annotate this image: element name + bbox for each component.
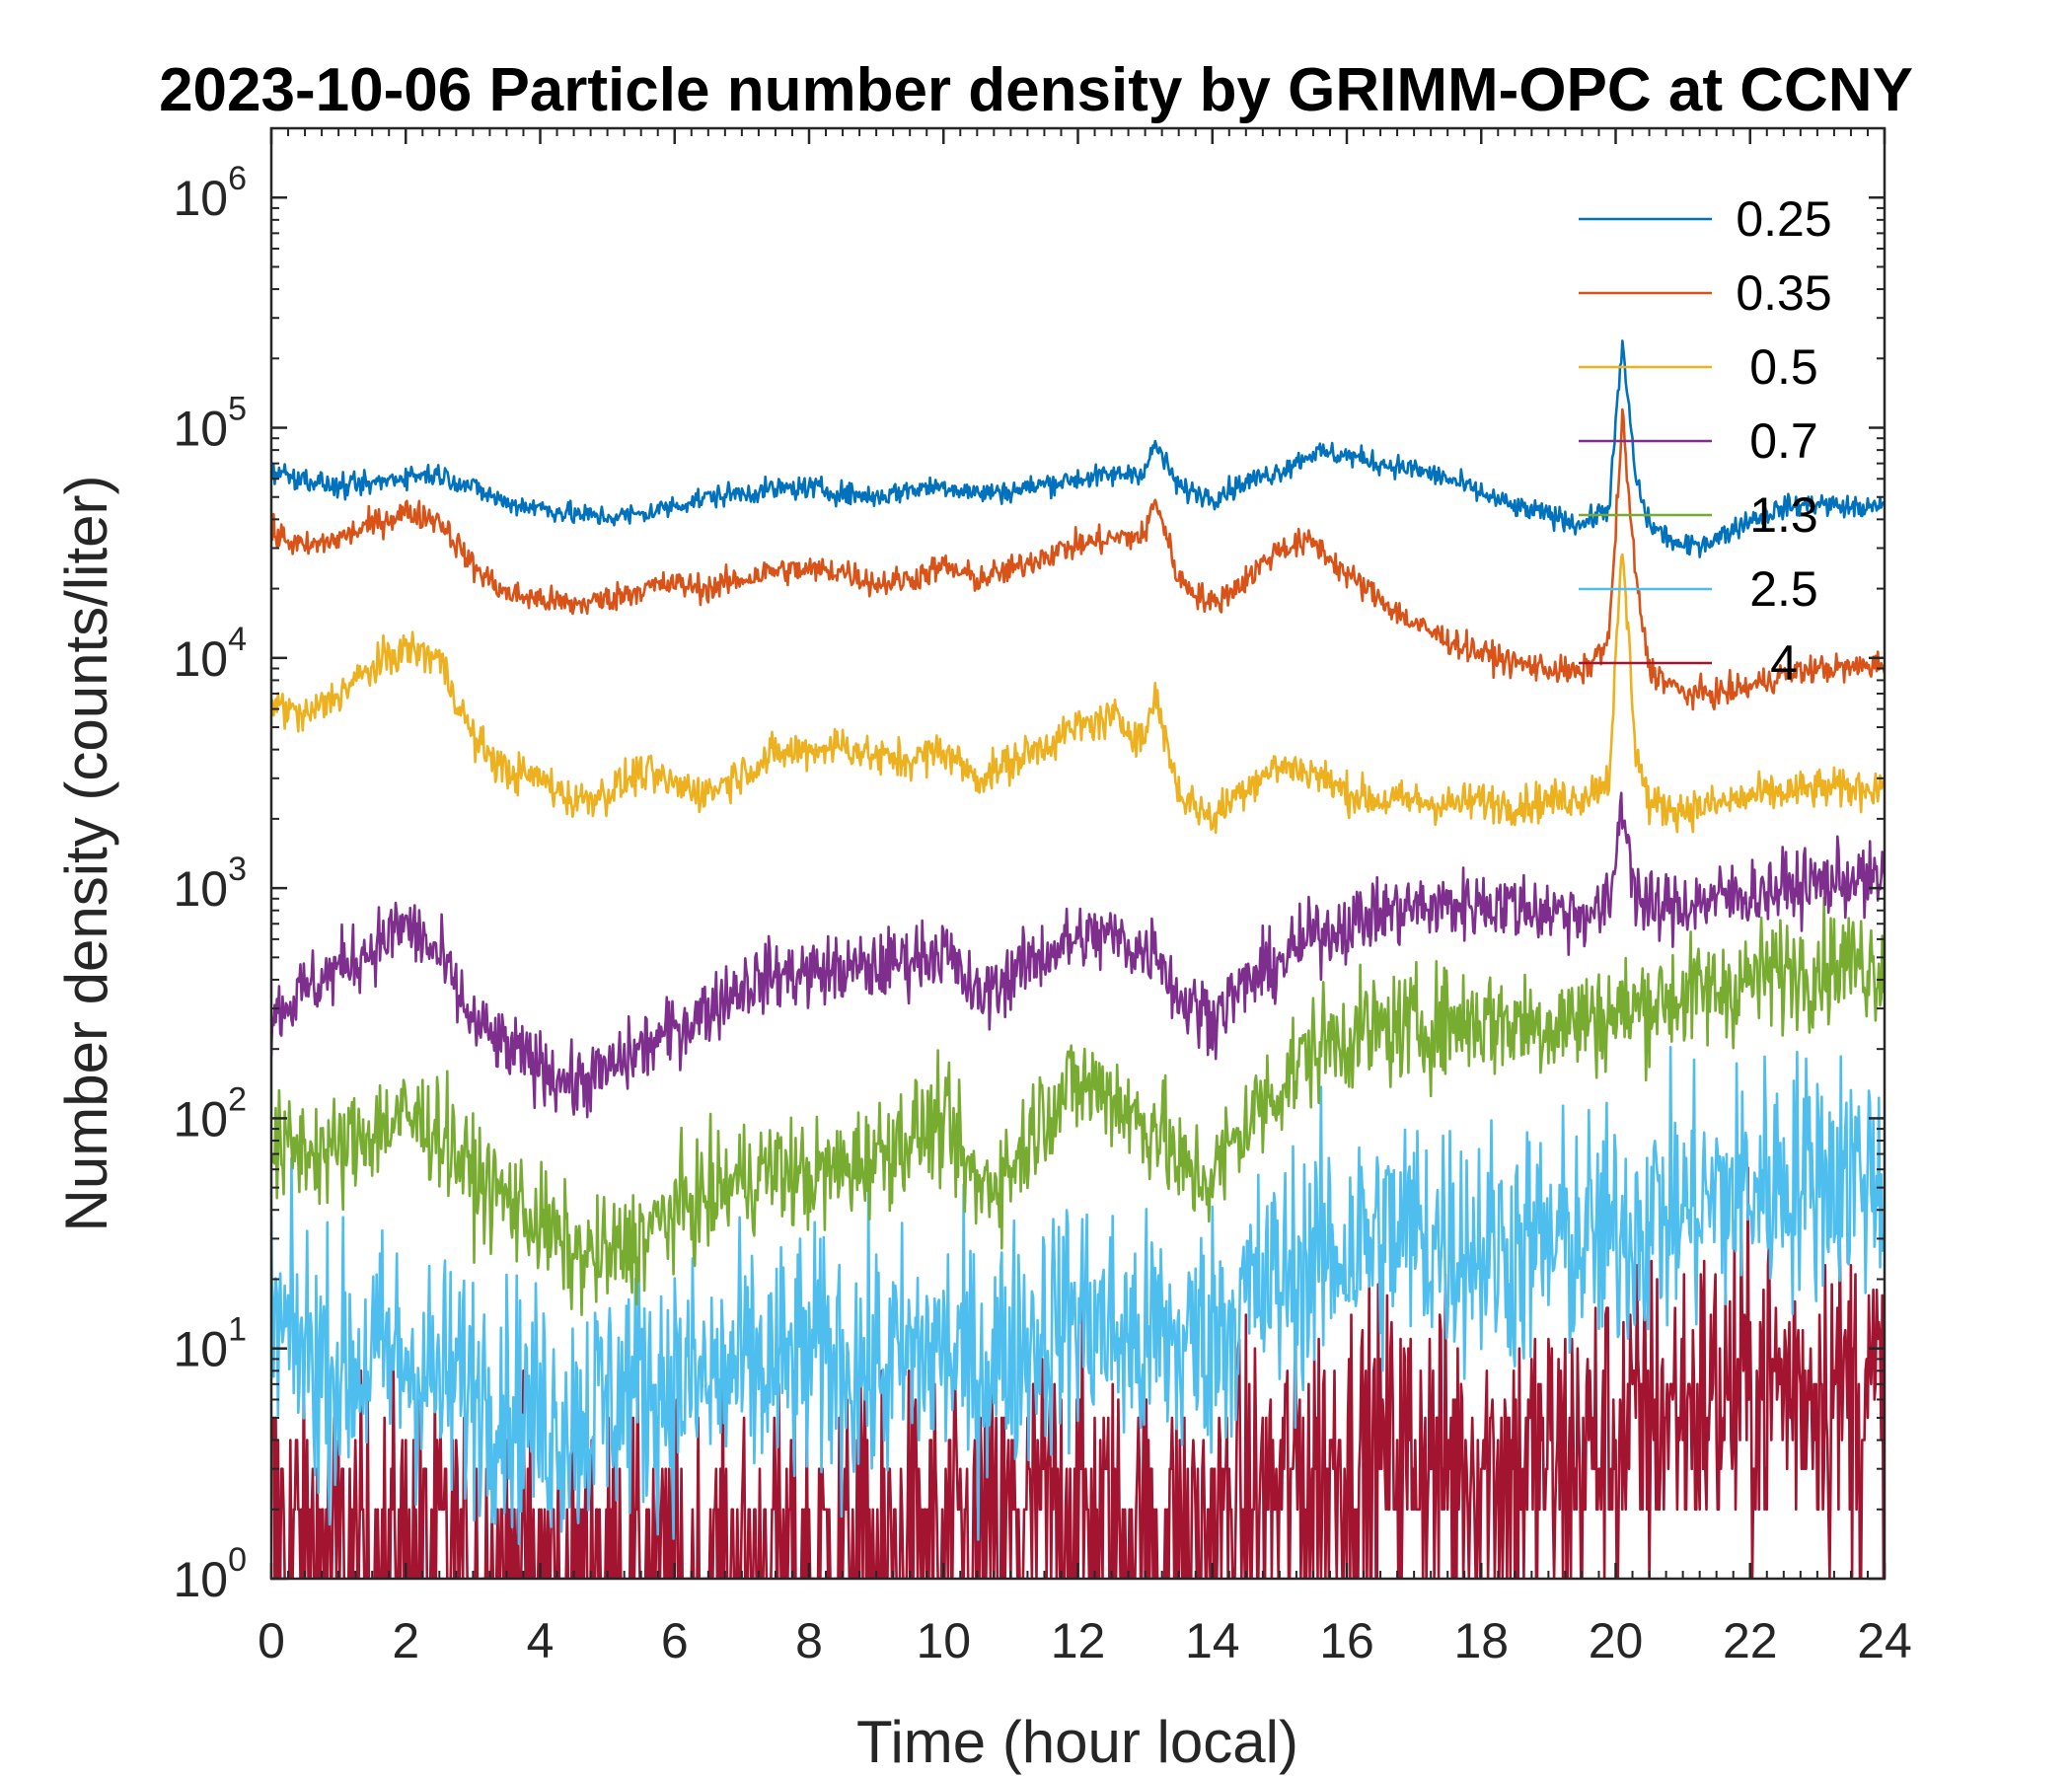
plot-area: 0 2 4 6 8 10 12 14 16 18 20 22 241001011021031041051… — [173, 126, 1912, 1668]
ticks-group: 0 2 4 6 8 10 12 14 16 18 20 22 241001011021031041051… — [173, 127, 1912, 1668]
y-tick-label: 103 — [173, 851, 247, 917]
series-group — [271, 339, 1885, 1579]
legend-label-0.7: 0.7 — [1749, 413, 1818, 469]
y-tick-label: 100 — [173, 1541, 247, 1607]
series-line-1.3 — [271, 896, 1885, 1316]
x-tick-label: 12 — [1051, 1613, 1106, 1668]
y-tick-label: 104 — [173, 621, 247, 687]
x-tick-label: 16 — [1319, 1613, 1374, 1668]
chart-title: 2023-10-06 Particle number density by GR… — [159, 56, 1913, 124]
x-tick-label: 18 — [1453, 1613, 1509, 1668]
legend: 0.25 0.35 0.5 0.7 1.3 2.5 4 — [1579, 191, 1832, 691]
legend-label-0.5: 0.5 — [1749, 339, 1818, 395]
x-tick-label: 0 — [258, 1613, 285, 1668]
series-line-0.5 — [271, 553, 1885, 835]
y-tick-label: 102 — [173, 1080, 247, 1147]
legend-label-4: 4 — [1770, 635, 1798, 691]
series-line-4 — [271, 1166, 1885, 1579]
x-tick-label: 2 — [392, 1613, 419, 1668]
series-line-0.7 — [271, 791, 1885, 1119]
y-tick-label: 105 — [173, 391, 247, 457]
x-tick-label: 10 — [916, 1613, 971, 1668]
x-tick-label: 8 — [795, 1613, 823, 1668]
legend-label-0.35: 0.35 — [1736, 265, 1831, 321]
legend-label-1.3: 1.3 — [1749, 487, 1818, 543]
x-tick-label: 20 — [1589, 1613, 1644, 1668]
x-tick-label: 6 — [661, 1613, 689, 1668]
x-tick-label: 14 — [1185, 1613, 1240, 1668]
series-line-0.25 — [271, 339, 1885, 558]
y-tick-label: 101 — [173, 1311, 247, 1377]
x-axis-label: Time (hour local) — [856, 1709, 1298, 1775]
y-tick-label: 106 — [173, 160, 247, 226]
legend-label-0.25: 0.25 — [1736, 191, 1831, 247]
legend-label-2.5: 2.5 — [1749, 561, 1818, 617]
x-tick-label: 22 — [1723, 1613, 1778, 1668]
x-tick-label: 4 — [527, 1613, 555, 1668]
x-tick-label: 24 — [1857, 1613, 1912, 1668]
series-line-0.35 — [271, 407, 1885, 711]
y-axis-label: Number density (counts/liter) — [53, 476, 119, 1232]
series-line-2.5 — [271, 1046, 1885, 1545]
